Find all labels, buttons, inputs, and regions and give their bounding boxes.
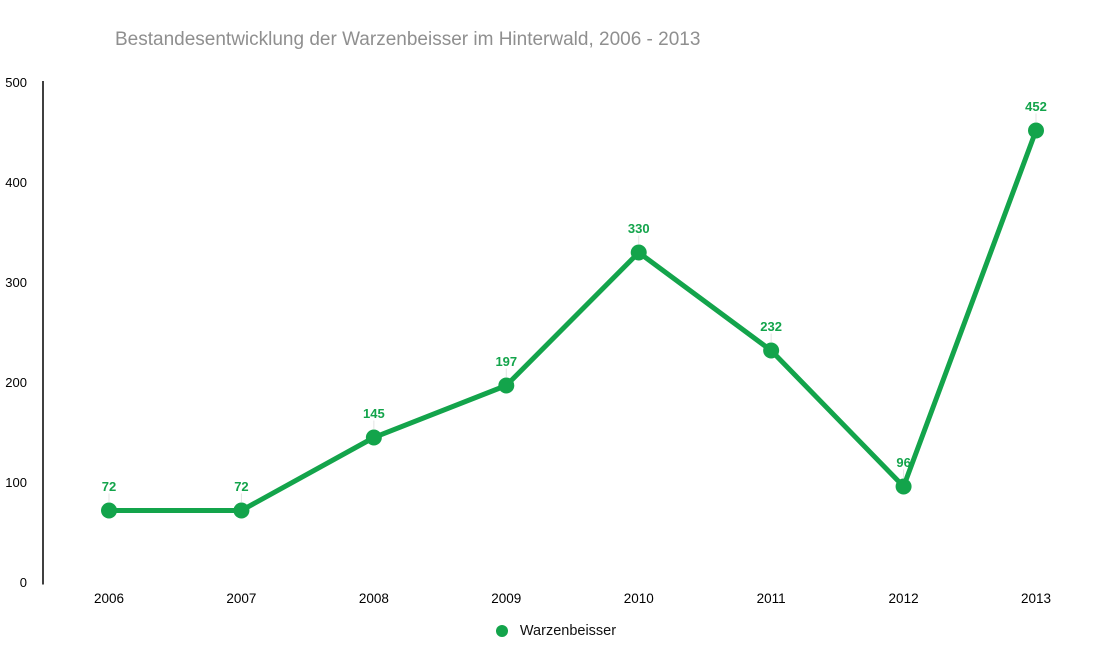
data-point-marker bbox=[763, 342, 780, 359]
x-tick-label: 2010 bbox=[624, 591, 654, 606]
y-tick-label: 300 bbox=[5, 275, 27, 290]
x-tick-label: 2008 bbox=[359, 591, 389, 606]
x-tick-label: 2007 bbox=[226, 591, 256, 606]
chart-title: Bestandesentwicklung der Warzenbeisser i… bbox=[115, 29, 701, 50]
data-point-marker bbox=[895, 478, 912, 495]
legend-label: Warzenbeisser bbox=[519, 623, 617, 639]
data-point-label: 72 bbox=[234, 479, 248, 494]
data-point-marker bbox=[1028, 122, 1045, 139]
data-point-label: 232 bbox=[760, 319, 782, 334]
data-point-marker bbox=[630, 244, 647, 261]
data-point-label: 72 bbox=[102, 479, 116, 494]
legend: Warzenbeisser bbox=[0, 622, 1112, 640]
y-tick-label: 0 bbox=[20, 575, 27, 590]
data-point-marker bbox=[498, 377, 515, 394]
data-point-marker bbox=[233, 502, 250, 519]
x-tick-label: 2006 bbox=[94, 591, 124, 606]
data-point-marker bbox=[101, 502, 117, 519]
data-point-label: 197 bbox=[495, 354, 517, 369]
x-tick-label: 2012 bbox=[889, 591, 919, 606]
data-point-marker bbox=[365, 429, 382, 446]
data-point-label: 145 bbox=[363, 406, 385, 421]
x-tick-label: 2013 bbox=[1021, 591, 1051, 606]
data-point-label: 330 bbox=[628, 221, 650, 236]
legend-marker-icon bbox=[495, 625, 508, 637]
data-point-label: 452 bbox=[1025, 99, 1047, 114]
x-tick-label: 2009 bbox=[491, 591, 521, 606]
x-tick-label: 2011 bbox=[757, 591, 786, 606]
y-tick-label: 100 bbox=[5, 475, 27, 490]
data-point-label: 96 bbox=[896, 455, 910, 470]
y-tick-label: 500 bbox=[5, 75, 27, 90]
y-tick-label: 400 bbox=[5, 175, 27, 190]
y-tick-label: 200 bbox=[5, 375, 27, 390]
series-line bbox=[106, 128, 1039, 513]
